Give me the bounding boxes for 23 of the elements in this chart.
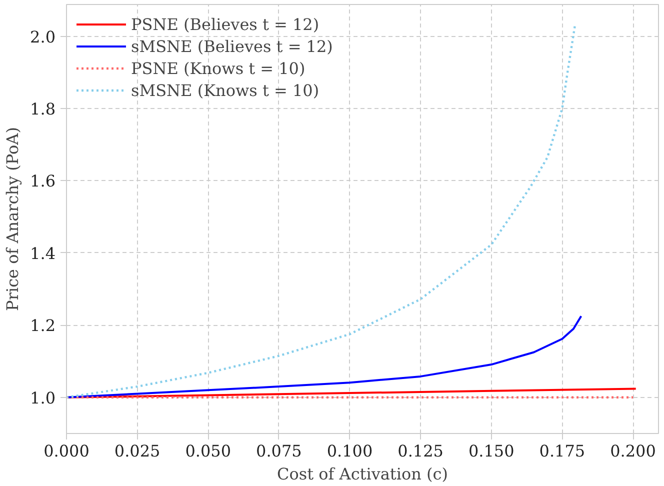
x-tick-label: 0.025 [114, 442, 160, 460]
x-tick-label: 0.150 [468, 442, 514, 460]
legend-label: PSNE (Knows t = 10) [131, 58, 306, 78]
y-axis-title: Price of Anarchy (PoA) [3, 127, 22, 311]
y-tick-label: 1.4 [30, 244, 56, 263]
legend-label: sMSNE (Knows t = 10) [131, 80, 320, 100]
x-tick-label: 0.125 [398, 442, 444, 460]
y-tick-label: 1.6 [30, 172, 56, 191]
y-tick-label: 1.2 [30, 316, 56, 336]
x-axis-title: Cost of Activation (c) [277, 464, 448, 484]
y-tick-label: 2.0 [30, 27, 56, 46]
line-series [66, 315, 582, 398]
y-tick-label: 1.8 [30, 100, 56, 118]
x-tick-label: 0.175 [539, 442, 586, 460]
x-tick-label: 0.200 [610, 442, 656, 460]
x-tick-label: 0.100 [326, 442, 373, 460]
x-tick-label: 0.050 [185, 442, 232, 460]
y-tick-label: 1.0 [30, 388, 56, 408]
x-tick-label: 0.075 [256, 442, 302, 460]
legend-label: PSNE (Believes t = 12) [131, 14, 320, 34]
legend-label: sMSNE (Believes t = 12) [131, 36, 333, 56]
x-tick-label: 0.000 [44, 442, 90, 460]
line-series [66, 388, 637, 398]
